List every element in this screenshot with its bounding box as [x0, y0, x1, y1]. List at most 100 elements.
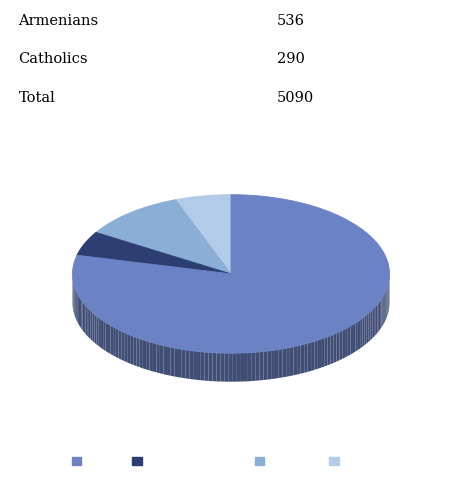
Polygon shape — [380, 299, 382, 330]
Polygon shape — [167, 347, 170, 376]
Polygon shape — [267, 351, 271, 380]
Polygon shape — [252, 352, 256, 381]
Polygon shape — [385, 292, 386, 322]
Polygon shape — [377, 303, 379, 333]
Polygon shape — [106, 323, 108, 353]
Polygon shape — [134, 337, 136, 366]
Polygon shape — [220, 353, 224, 382]
Polygon shape — [293, 346, 297, 376]
Polygon shape — [379, 301, 380, 332]
Polygon shape — [140, 339, 143, 368]
Polygon shape — [103, 321, 106, 351]
Polygon shape — [372, 308, 374, 339]
Polygon shape — [275, 350, 279, 379]
Polygon shape — [81, 300, 83, 331]
Polygon shape — [89, 309, 91, 340]
Polygon shape — [91, 311, 92, 341]
Polygon shape — [388, 284, 389, 314]
Polygon shape — [193, 351, 197, 380]
Polygon shape — [205, 352, 208, 381]
Polygon shape — [110, 326, 113, 356]
Polygon shape — [95, 315, 97, 345]
Polygon shape — [178, 349, 182, 378]
Polygon shape — [92, 313, 95, 343]
Polygon shape — [119, 330, 122, 360]
Polygon shape — [367, 314, 369, 344]
Polygon shape — [85, 306, 87, 336]
Polygon shape — [197, 351, 201, 380]
Polygon shape — [360, 318, 362, 348]
Polygon shape — [374, 306, 376, 337]
Polygon shape — [174, 348, 178, 378]
Polygon shape — [290, 347, 293, 376]
Polygon shape — [113, 327, 116, 357]
Polygon shape — [213, 353, 216, 381]
Text: 5090: 5090 — [277, 91, 315, 105]
Polygon shape — [382, 297, 383, 328]
Text: Kütahya: Kütahya — [186, 124, 276, 143]
Polygon shape — [97, 316, 99, 347]
Polygon shape — [248, 353, 252, 381]
Legend: Muslims, Orthodox Christians, Armenians, Catholics: Muslims, Orthodox Christians, Armenians,… — [67, 453, 395, 471]
Text: Armenians: Armenians — [18, 15, 98, 28]
Polygon shape — [87, 308, 89, 338]
Polygon shape — [328, 336, 330, 365]
Polygon shape — [189, 350, 193, 379]
Polygon shape — [369, 312, 371, 342]
Polygon shape — [324, 337, 328, 367]
Polygon shape — [146, 341, 150, 371]
Polygon shape — [164, 346, 167, 375]
Polygon shape — [353, 323, 355, 353]
Polygon shape — [182, 349, 186, 378]
Polygon shape — [232, 353, 236, 382]
Polygon shape — [256, 352, 260, 381]
Polygon shape — [77, 233, 231, 274]
Polygon shape — [301, 345, 304, 374]
Polygon shape — [84, 304, 85, 334]
Polygon shape — [201, 352, 205, 381]
Polygon shape — [350, 325, 353, 355]
Polygon shape — [73, 283, 74, 314]
Text: 536: 536 — [277, 15, 305, 28]
Polygon shape — [297, 346, 301, 375]
Polygon shape — [355, 322, 358, 352]
Polygon shape — [96, 200, 231, 274]
Polygon shape — [116, 329, 119, 359]
Polygon shape — [101, 319, 103, 349]
Polygon shape — [286, 348, 290, 377]
Polygon shape — [170, 348, 174, 377]
Polygon shape — [236, 353, 240, 382]
Polygon shape — [78, 295, 79, 325]
Polygon shape — [376, 305, 377, 335]
Polygon shape — [334, 333, 336, 363]
Polygon shape — [260, 352, 263, 380]
Polygon shape — [387, 286, 388, 316]
Polygon shape — [386, 290, 387, 320]
Polygon shape — [279, 349, 282, 378]
Polygon shape — [342, 329, 345, 359]
Polygon shape — [330, 334, 334, 364]
Polygon shape — [282, 348, 286, 378]
Polygon shape — [153, 343, 157, 373]
Polygon shape — [108, 324, 110, 354]
Polygon shape — [304, 344, 308, 373]
Polygon shape — [224, 353, 228, 382]
Polygon shape — [122, 332, 124, 361]
Polygon shape — [383, 295, 384, 326]
Polygon shape — [124, 333, 127, 363]
Polygon shape — [127, 334, 130, 364]
Polygon shape — [371, 310, 372, 340]
Polygon shape — [263, 351, 267, 380]
Text: 290: 290 — [277, 52, 305, 65]
Polygon shape — [80, 299, 81, 329]
Text: Catholics: Catholics — [18, 52, 88, 65]
Polygon shape — [143, 340, 146, 370]
Polygon shape — [75, 289, 76, 319]
Polygon shape — [336, 332, 340, 362]
Polygon shape — [384, 293, 385, 324]
Polygon shape — [308, 343, 311, 372]
Polygon shape — [345, 328, 348, 358]
Polygon shape — [321, 338, 324, 368]
Polygon shape — [186, 350, 189, 379]
Polygon shape — [271, 350, 275, 379]
